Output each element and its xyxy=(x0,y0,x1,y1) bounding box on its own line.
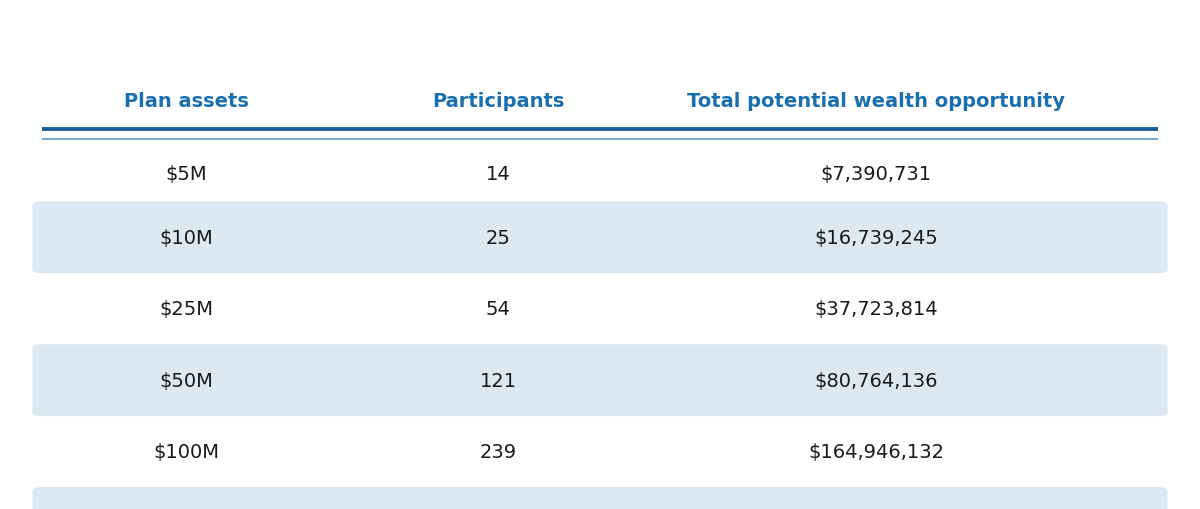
Text: Total potential wealth opportunity: Total potential wealth opportunity xyxy=(686,92,1066,111)
Text: Participants: Participants xyxy=(432,92,564,111)
Text: $50M: $50M xyxy=(160,371,212,390)
Text: $16,739,245: $16,739,245 xyxy=(814,229,938,247)
Text: $100M: $100M xyxy=(154,442,220,461)
Text: $25M: $25M xyxy=(158,300,214,319)
Text: $10M: $10M xyxy=(160,229,212,247)
Text: $164,946,132: $164,946,132 xyxy=(808,442,944,461)
Text: 14: 14 xyxy=(486,165,510,184)
FancyBboxPatch shape xyxy=(32,202,1168,274)
FancyBboxPatch shape xyxy=(32,487,1168,509)
FancyBboxPatch shape xyxy=(32,345,1168,416)
Text: Plan assets: Plan assets xyxy=(124,92,248,111)
Text: $7,390,731: $7,390,731 xyxy=(821,165,931,184)
Text: 54: 54 xyxy=(486,300,510,319)
Text: 25: 25 xyxy=(486,229,510,247)
Text: $80,764,136: $80,764,136 xyxy=(815,371,937,390)
Text: $37,723,814: $37,723,814 xyxy=(814,300,938,319)
Text: 121: 121 xyxy=(480,371,516,390)
Text: 239: 239 xyxy=(480,442,516,461)
Text: $5M: $5M xyxy=(166,165,206,184)
